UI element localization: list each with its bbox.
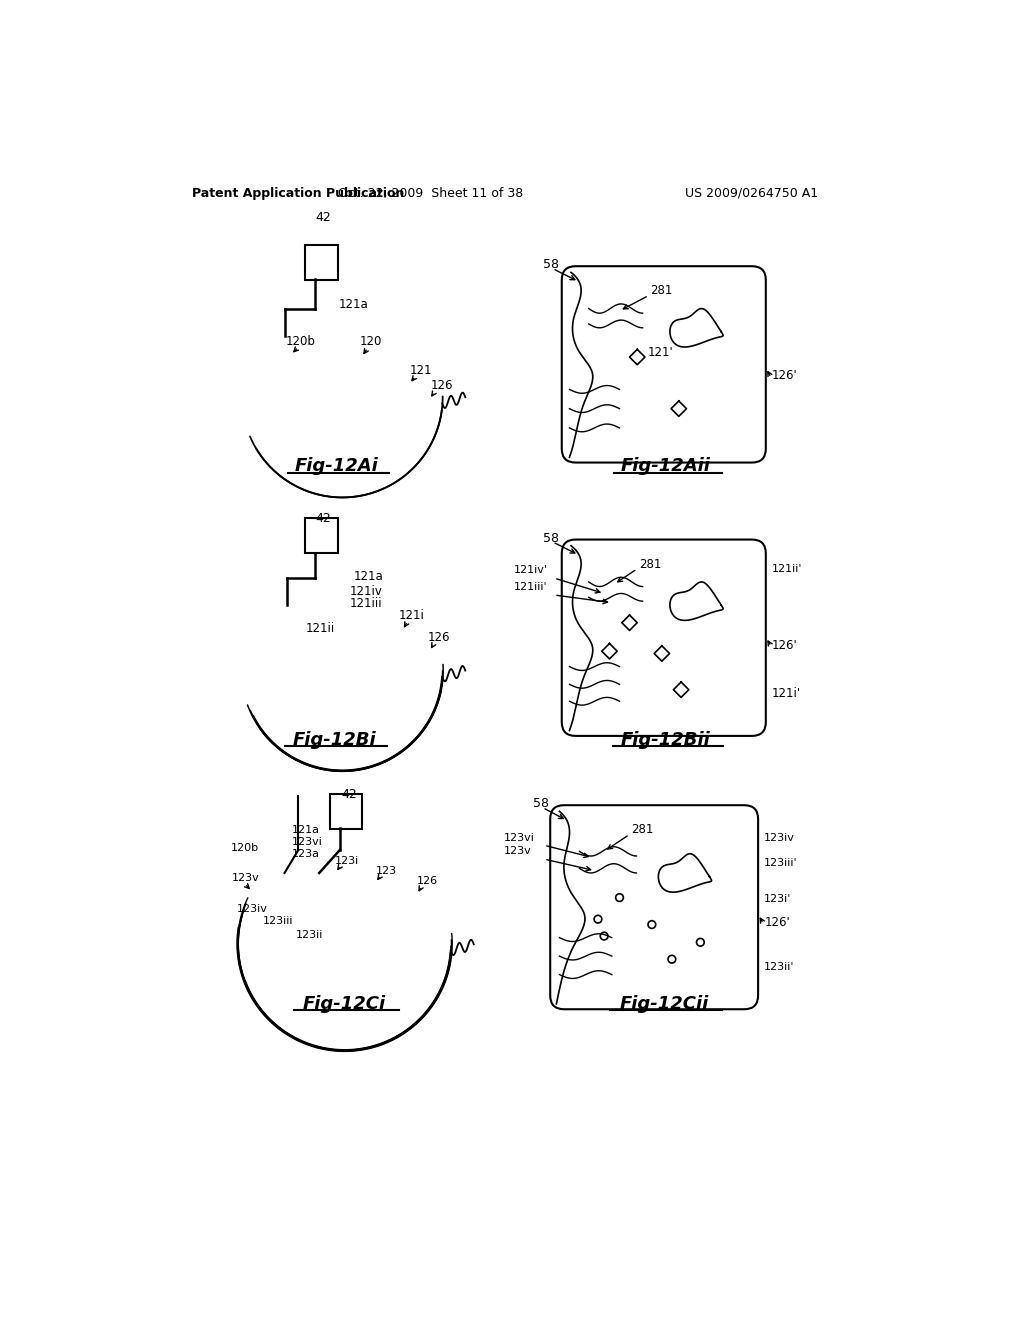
Text: 120: 120 — [360, 335, 382, 348]
Text: 121a: 121a — [339, 298, 369, 312]
Text: 121ii: 121ii — [306, 622, 336, 635]
Text: 123ii: 123ii — [296, 929, 324, 940]
Text: 121a: 121a — [292, 825, 321, 834]
Text: 121iii': 121iii' — [514, 582, 548, 593]
Text: 281: 281 — [639, 557, 662, 570]
FancyBboxPatch shape — [562, 267, 766, 462]
Text: 123v: 123v — [504, 846, 531, 857]
Text: 121': 121' — [648, 346, 674, 359]
Text: 120b: 120b — [286, 335, 316, 348]
Text: Fig-12Ci: Fig-12Ci — [303, 995, 386, 1012]
Text: 126: 126 — [431, 379, 454, 392]
Text: Fig-12Cii: Fig-12Cii — [620, 995, 709, 1012]
Text: 121iv: 121iv — [350, 585, 383, 598]
Text: 123vi: 123vi — [504, 833, 535, 842]
Text: US 2009/0264750 A1: US 2009/0264750 A1 — [685, 186, 818, 199]
Text: 123i: 123i — [335, 855, 358, 866]
Text: 123iii': 123iii' — [764, 858, 798, 869]
Text: 58: 58 — [532, 797, 549, 810]
Text: Patent Application Publication: Patent Application Publication — [193, 186, 404, 199]
Text: 121ii': 121ii' — [772, 564, 803, 574]
Text: 123iii: 123iii — [263, 916, 294, 925]
Text: 281: 281 — [631, 824, 653, 837]
Text: 126': 126' — [772, 370, 798, 381]
Text: 126': 126' — [772, 639, 798, 652]
Text: 123i': 123i' — [764, 894, 792, 904]
Text: 121a: 121a — [354, 570, 384, 583]
Text: 42: 42 — [315, 211, 331, 224]
Text: 121iii: 121iii — [350, 597, 383, 610]
Text: Fig-12Aii: Fig-12Aii — [621, 458, 711, 475]
Text: 120b: 120b — [230, 842, 259, 853]
Text: 42: 42 — [315, 512, 331, 525]
Text: 123iv: 123iv — [764, 833, 796, 842]
Bar — [330, 795, 362, 829]
Text: 123v: 123v — [232, 874, 260, 883]
Text: Fig-12Bii: Fig-12Bii — [621, 731, 711, 748]
Text: 123: 123 — [376, 866, 396, 875]
Text: 58: 58 — [543, 532, 558, 545]
Text: Oct. 22, 2009  Sheet 11 of 38: Oct. 22, 2009 Sheet 11 of 38 — [338, 186, 523, 199]
Bar — [305, 246, 338, 280]
Text: 58: 58 — [543, 259, 558, 271]
FancyBboxPatch shape — [562, 540, 766, 737]
Text: 123iv: 123iv — [237, 904, 267, 915]
Text: 121: 121 — [410, 363, 432, 376]
Text: 126: 126 — [417, 875, 438, 886]
Bar — [305, 519, 338, 553]
Text: Fig-12Bi: Fig-12Bi — [293, 731, 377, 748]
Text: 126: 126 — [428, 631, 451, 644]
Text: 121i': 121i' — [772, 686, 801, 700]
Text: 281: 281 — [650, 284, 673, 297]
Text: Fig-12Ai: Fig-12Ai — [295, 458, 379, 475]
Text: 121iv': 121iv' — [514, 565, 548, 576]
FancyBboxPatch shape — [550, 805, 758, 1010]
Text: 121i: 121i — [398, 609, 424, 622]
Text: 123vi: 123vi — [292, 837, 324, 847]
Text: 123ii': 123ii' — [764, 962, 795, 972]
Text: 123a: 123a — [292, 849, 321, 859]
Text: 126': 126' — [764, 916, 791, 929]
Text: 42: 42 — [342, 788, 357, 801]
